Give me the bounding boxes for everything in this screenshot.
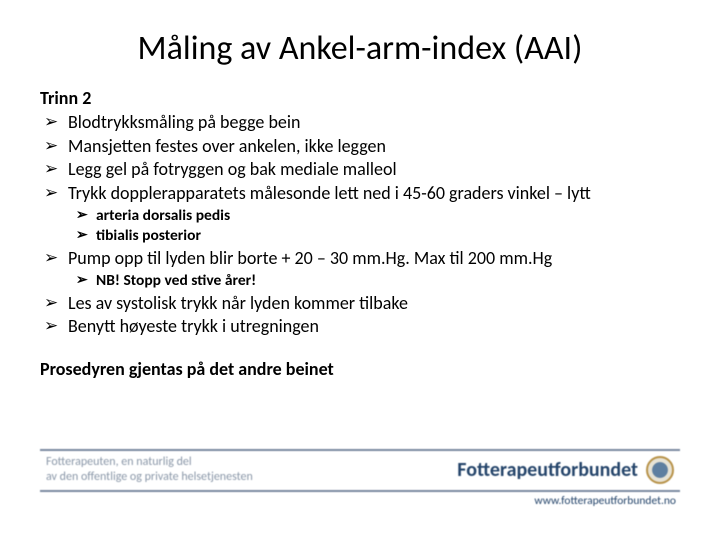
list-item-text: Mansjetten festes over ankelen, ikke leg…	[68, 135, 386, 157]
list-item: Mansjetten festes over ankelen, ikke leg…	[40, 135, 680, 158]
step-subtitle: Trinn 2	[40, 87, 680, 109]
sub-list-item: tibialis posterior	[68, 226, 680, 245]
sub-list: NB! Stopp ved stive årer!	[68, 271, 680, 290]
footer-right: Fotterapeutforbundet	[457, 456, 674, 484]
footer-tagline-line2: av den offentlige og private helsetjenes…	[46, 470, 253, 484]
footer-url: www.fotterapeutforbundet.no	[534, 494, 676, 508]
sub-list-item: NB! Stopp ved stive årer!	[68, 271, 680, 290]
slide-title: Måling av Ankel-arm-index (AAI)	[40, 28, 680, 69]
list-item: Blodtrykksmåling på begge bein	[40, 111, 680, 134]
list-item: Benytt høyeste trykk i utregningen	[40, 315, 680, 338]
procedure-footnote: Prosedyren gjentas på det andre beinet	[40, 358, 680, 380]
slide: Måling av Ankel-arm-index (AAI) Trinn 2 …	[0, 0, 720, 540]
footer-logo-icon	[646, 456, 674, 484]
list-item: Les av systolisk trykk når lyden kommer …	[40, 292, 680, 315]
footer-tagline: Fotterapeuten, en naturlig del av den of…	[46, 455, 253, 484]
footer-brand: Fotterapeutforbundet	[457, 458, 638, 482]
list-item-text: Trykk dopplerapparatets målesonde lett n…	[68, 182, 591, 204]
list-item: Pump opp til lyden blir borte + 20 – 30 …	[40, 247, 680, 291]
list-item: Trykk dopplerapparatets målesonde lett n…	[40, 182, 680, 246]
bullet-list: Blodtrykksmåling på begge bein Mansjette…	[40, 111, 680, 338]
list-item: Legg gel på fotryggen og bak mediale mal…	[40, 158, 680, 181]
list-item-text: Benytt høyeste trykk i utregningen	[68, 315, 319, 337]
list-item-text: Pump opp til lyden blir borte + 20 – 30 …	[68, 247, 552, 269]
list-item-text: Legg gel på fotryggen og bak mediale mal…	[68, 158, 397, 180]
sub-list-item: arteria dorsalis pedis	[68, 206, 680, 225]
list-item-text: Les av systolisk trykk når lyden kommer …	[68, 292, 408, 314]
footer-tagline-line1: Fotterapeuten, en naturlig del	[46, 455, 253, 469]
slide-footer: Fotterapeuten, en naturlig del av den of…	[0, 449, 720, 492]
list-item-text: Blodtrykksmåling på begge bein	[68, 111, 300, 133]
sub-list: arteria dorsalis pedis tibialis posterio…	[68, 206, 680, 246]
footer-bar: Fotterapeuten, en naturlig del av den of…	[40, 449, 680, 492]
